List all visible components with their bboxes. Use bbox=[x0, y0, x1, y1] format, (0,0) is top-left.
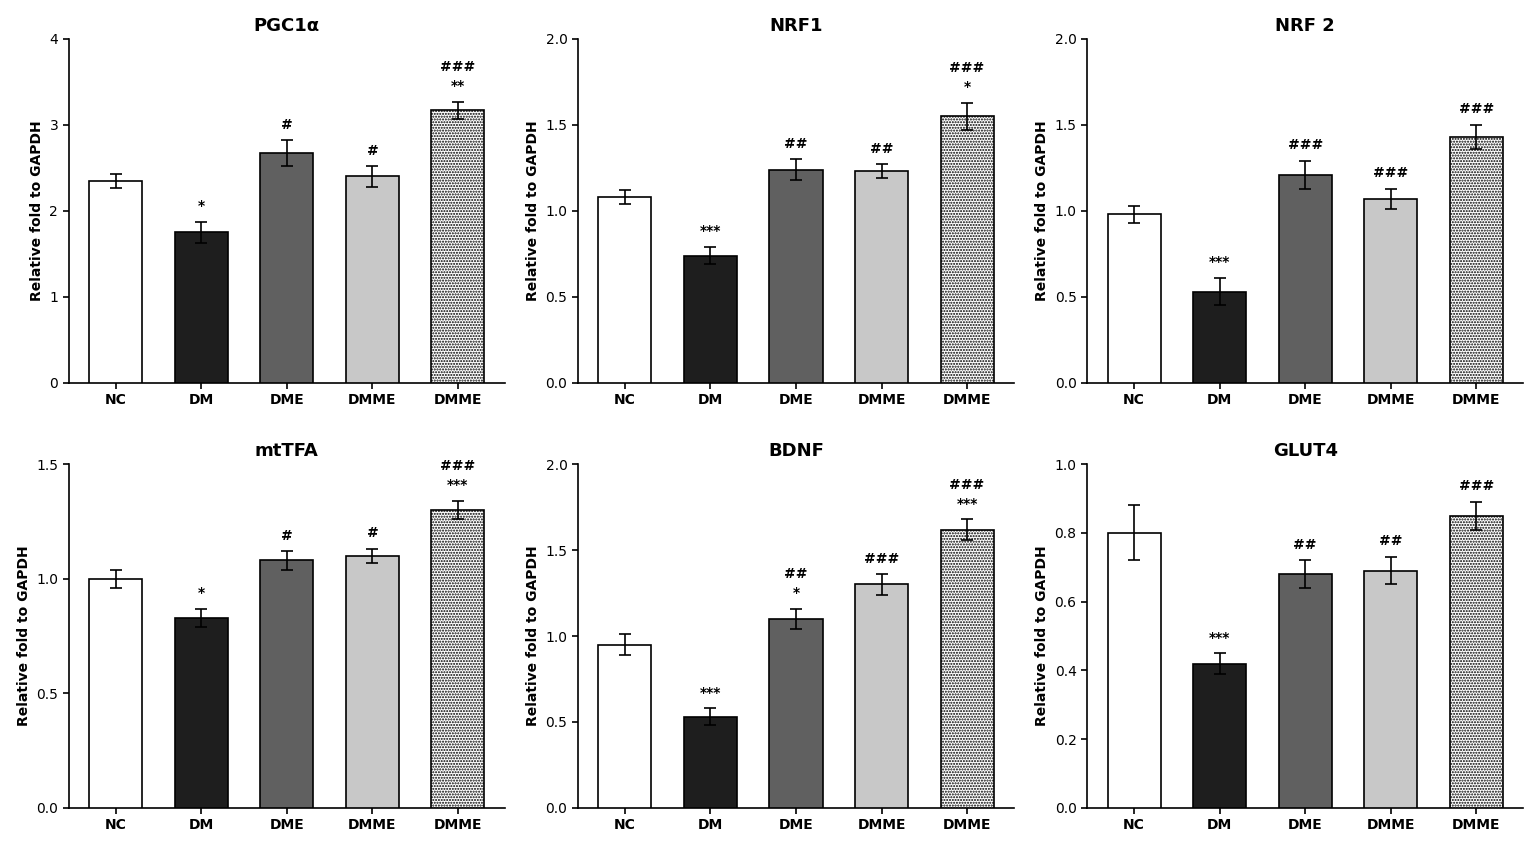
Text: #: # bbox=[280, 529, 293, 543]
Bar bbox=[855, 171, 909, 383]
Text: ##: ## bbox=[870, 142, 893, 156]
Text: ###: ### bbox=[1374, 166, 1409, 180]
Text: ###: ### bbox=[440, 60, 476, 74]
Bar bbox=[1278, 574, 1332, 808]
Text: ##: ## bbox=[1378, 534, 1403, 548]
Bar bbox=[599, 197, 651, 383]
Text: ***: *** bbox=[699, 686, 721, 700]
Text: ###: ### bbox=[1458, 103, 1494, 116]
Bar bbox=[89, 579, 142, 808]
Text: *: * bbox=[964, 80, 970, 94]
Text: ***: *** bbox=[1209, 256, 1230, 269]
Bar bbox=[1364, 571, 1417, 808]
Text: ###: ### bbox=[1458, 480, 1494, 493]
Bar bbox=[431, 510, 485, 808]
Bar bbox=[260, 560, 313, 808]
Text: ###: ### bbox=[864, 552, 899, 565]
Y-axis label: Relative fold to GAPDH: Relative fold to GAPDH bbox=[525, 121, 541, 301]
Bar bbox=[1449, 515, 1503, 808]
Bar bbox=[431, 110, 485, 383]
Bar bbox=[1278, 175, 1332, 383]
Text: #: # bbox=[280, 118, 293, 132]
Text: ##: ## bbox=[1294, 538, 1317, 552]
Bar bbox=[346, 177, 399, 383]
Y-axis label: Relative fold to GAPDH: Relative fold to GAPDH bbox=[1035, 546, 1049, 727]
Text: **: ** bbox=[451, 79, 465, 93]
Bar bbox=[260, 154, 313, 383]
Bar bbox=[941, 530, 993, 808]
Text: *: * bbox=[197, 586, 205, 600]
Text: *: * bbox=[197, 200, 205, 213]
Y-axis label: Relative fold to GAPDH: Relative fold to GAPDH bbox=[525, 546, 541, 727]
Bar bbox=[1194, 664, 1246, 808]
Title: GLUT4: GLUT4 bbox=[1272, 441, 1338, 460]
Y-axis label: Relative fold to GAPDH: Relative fold to GAPDH bbox=[29, 121, 43, 301]
Text: *: * bbox=[793, 586, 799, 600]
Text: ###: ### bbox=[440, 459, 476, 474]
Bar bbox=[346, 556, 399, 808]
Bar bbox=[599, 644, 651, 808]
Bar bbox=[1107, 533, 1161, 808]
Text: ##: ## bbox=[784, 567, 808, 581]
Title: BDNF: BDNF bbox=[768, 441, 824, 460]
Bar bbox=[174, 618, 228, 808]
Bar bbox=[855, 584, 909, 808]
Text: ###: ### bbox=[950, 478, 984, 492]
Title: NRF1: NRF1 bbox=[770, 17, 822, 35]
Bar bbox=[174, 233, 228, 383]
Title: NRF 2: NRF 2 bbox=[1275, 17, 1335, 35]
Bar bbox=[1194, 292, 1246, 383]
Text: ###: ### bbox=[950, 61, 984, 75]
Title: PGC1α: PGC1α bbox=[254, 17, 320, 35]
Bar bbox=[1107, 214, 1161, 383]
Text: ***: *** bbox=[1209, 631, 1230, 644]
Text: #: # bbox=[367, 526, 379, 540]
Bar bbox=[770, 170, 822, 383]
Text: ***: *** bbox=[699, 224, 721, 239]
Text: ***: *** bbox=[956, 497, 978, 510]
Bar bbox=[941, 116, 993, 383]
Bar bbox=[684, 717, 738, 808]
Y-axis label: Relative fold to GAPDH: Relative fold to GAPDH bbox=[17, 546, 31, 727]
Bar bbox=[684, 256, 738, 383]
Bar bbox=[1364, 199, 1417, 383]
Text: ##: ## bbox=[784, 137, 808, 151]
Title: mtTFA: mtTFA bbox=[256, 441, 319, 460]
Bar bbox=[1449, 137, 1503, 383]
Text: ***: *** bbox=[447, 478, 468, 492]
Text: ###: ### bbox=[1287, 138, 1323, 153]
Y-axis label: Relative fold to GAPDH: Relative fold to GAPDH bbox=[1035, 121, 1049, 301]
Bar bbox=[89, 181, 142, 383]
Text: #: # bbox=[367, 143, 379, 158]
Bar bbox=[770, 619, 822, 808]
